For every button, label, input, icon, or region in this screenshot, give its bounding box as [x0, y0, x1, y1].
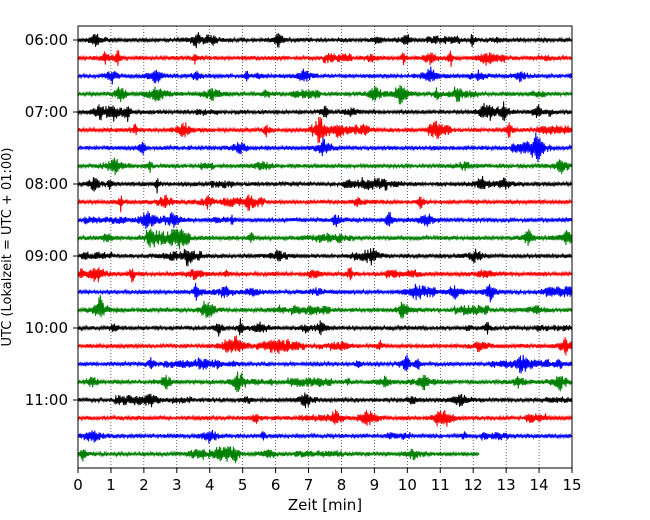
- trace-1015: [77, 335, 572, 356]
- trace-1000: [77, 318, 572, 337]
- y-tick-label-08:00: 08:00: [25, 175, 68, 193]
- trace-0600: [77, 32, 572, 49]
- trace-0730: [77, 132, 572, 163]
- y-tick-label-07:00: 07:00: [25, 103, 68, 121]
- trace-1100: [77, 392, 572, 409]
- trace-1030: [77, 354, 572, 374]
- trace-1130: [77, 429, 572, 444]
- x-axis: 0 1 2 3 4 5 6 7 8 9 10 11 12 13 14 15: [73, 468, 582, 494]
- y-tick-label-06:00: 06:00: [25, 31, 68, 49]
- x-tick-label-0: 0: [73, 476, 83, 494]
- trace-0845: [77, 228, 572, 250]
- x-tick-label-7: 7: [304, 476, 314, 494]
- trace-1045: [77, 371, 572, 393]
- x-tick-label-8: 8: [337, 476, 347, 494]
- trace-0800: [77, 176, 572, 194]
- x-tick-label-13: 13: [497, 476, 516, 494]
- trace-0830: [77, 211, 572, 230]
- x-tick-label-15: 15: [562, 476, 581, 494]
- seismogram-traces: [77, 32, 572, 464]
- trace-0630: [77, 66, 572, 85]
- y-tick-label-09:00: 09:00: [25, 247, 68, 265]
- y-axis-label: UTC (Lokalzeit = UTC + 01:00): [0, 148, 15, 347]
- trace-0615: [77, 50, 572, 68]
- x-axis-label: Zeit [min]: [288, 496, 362, 514]
- x-tick-label-10: 10: [398, 476, 417, 494]
- trace-0930: [77, 282, 572, 303]
- y-tick-label-10:00: 10:00: [25, 319, 68, 337]
- y-tick-label-11:00: 11:00: [25, 391, 68, 409]
- x-tick-label-3: 3: [172, 476, 182, 494]
- x-tick-label-1: 1: [106, 476, 116, 494]
- x-tick-label-6: 6: [271, 476, 281, 494]
- trace-1145: [77, 446, 480, 464]
- x-tick-label-12: 12: [464, 476, 483, 494]
- trace-0745: [77, 157, 572, 176]
- trace-0815: [77, 194, 572, 213]
- trace-0945: [77, 295, 572, 319]
- x-tick-label-4: 4: [205, 476, 215, 494]
- trace-1115: [77, 409, 572, 427]
- x-tick-label-9: 9: [370, 476, 380, 494]
- y-axis: 06:00 07:00 08:00 09:00 10:00 11:00: [25, 31, 78, 409]
- trace-0645: [77, 84, 572, 105]
- trace-0715: [77, 116, 572, 144]
- trace-0900: [77, 247, 572, 267]
- x-tick-label-14: 14: [530, 476, 549, 494]
- trace-0915: [77, 267, 572, 283]
- x-tick-label-11: 11: [431, 476, 450, 494]
- x-tick-label-5: 5: [238, 476, 248, 494]
- plot-frame: [77, 25, 573, 469]
- x-tick-label-2: 2: [139, 476, 149, 494]
- trace-0700: [77, 101, 572, 122]
